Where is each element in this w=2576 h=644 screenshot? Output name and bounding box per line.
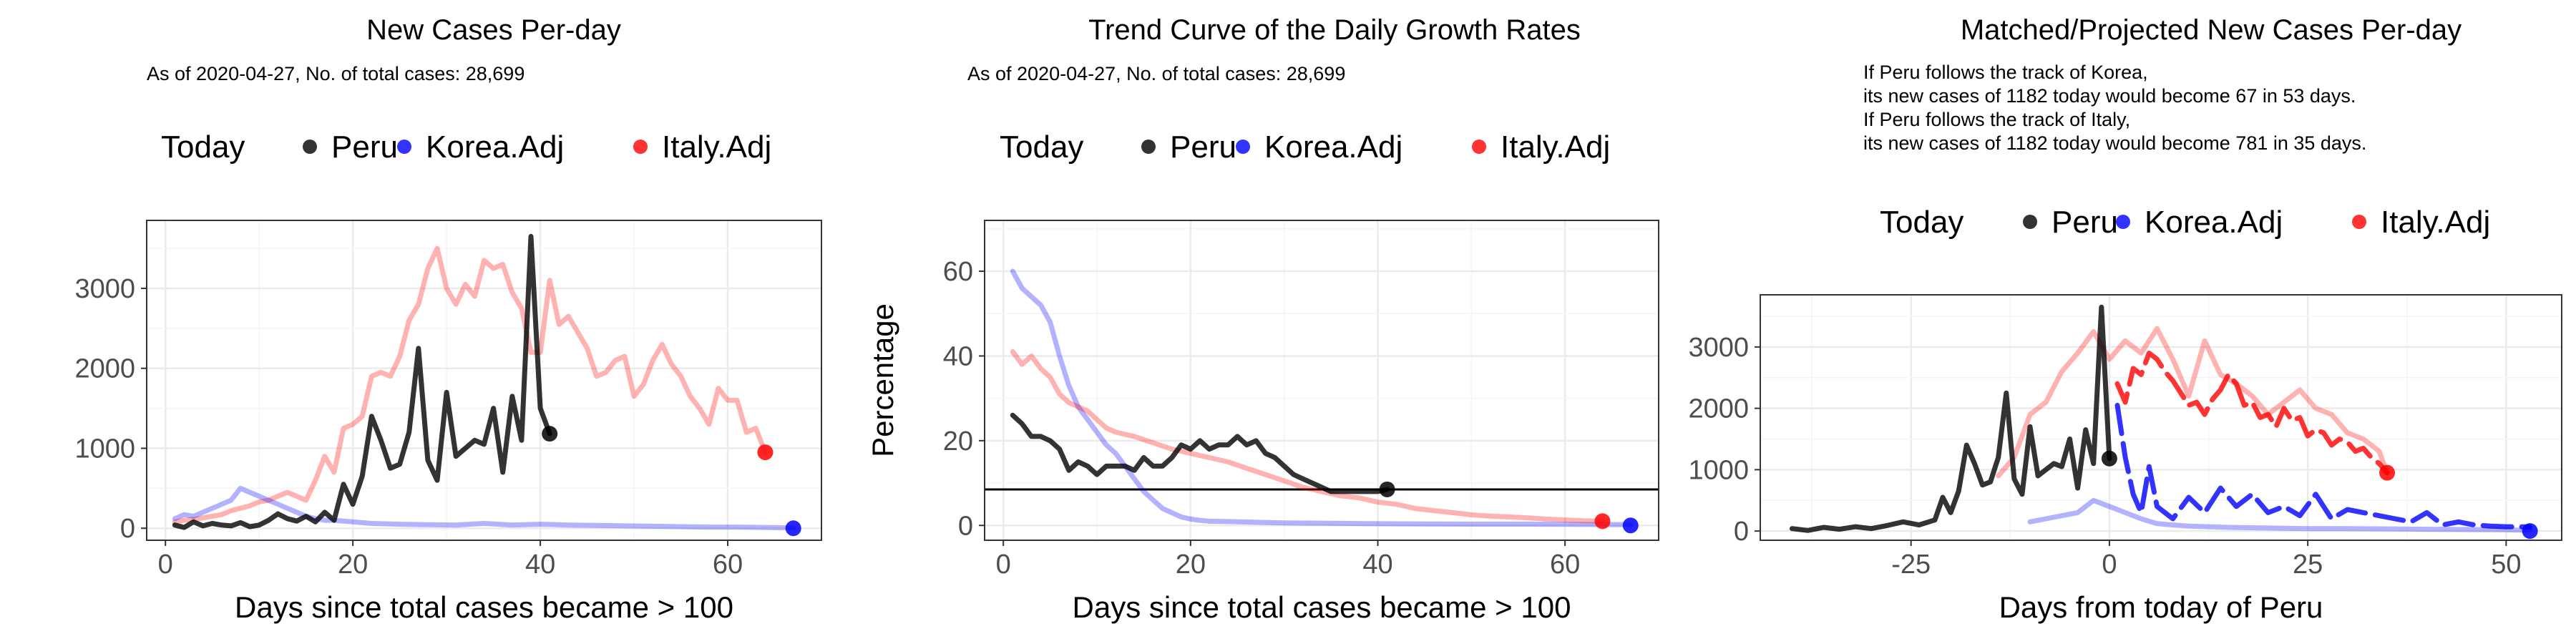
x-tick-label: 60 [713,550,743,580]
panel-projected: Matched/Projected New Cases Per-day If Pe… [1688,14,2562,624]
x-tick-label: 40 [525,550,555,580]
legend-label: Peru [1170,130,1236,165]
chart-subtitle: As of 2020-04-27, No. of total cases: 28… [147,63,525,84]
plot-border [984,220,1659,541]
legend-key-peru [2023,215,2037,229]
chart-title: Matched/Projected New Cases Per-day [1961,14,2462,46]
y-tick-label: 2000 [74,354,135,384]
annotation-line: If Peru follows the track of Italy, [1863,109,2130,130]
y-tick-label: 0 [958,511,973,541]
x-tick-label: 25 [2293,550,2323,580]
panel-new-cases: New Cases Per-day As of 2020-04-27, No. o… [74,14,822,624]
today-point-italy-adj [757,444,774,461]
panel-growth-rates: Trend Curve of the Daily Growth Rates As … [866,14,1659,624]
legend-key-korea-adj [1236,140,1250,154]
legend-label: Peru [331,130,398,165]
annotation-line: its new cases of 1182 today would become… [1863,85,2356,107]
legend-label: Italy.Adj [1501,130,1610,165]
today-point-korea-adj [1622,517,1639,534]
series-line-korea-adj [1010,268,1634,527]
chart-title: New Cases Per-day [366,14,621,46]
today-point-korea-adj [785,520,801,537]
x-tick-label: 20 [1176,550,1206,580]
y-tick-label: 3000 [74,274,135,304]
series-line-korea-adj-matched [2027,497,2533,533]
legend-label: Peru [2051,205,2118,240]
x-axis-label: Days since total cases became > 100 [235,590,733,624]
x-tick-label: 0 [158,550,173,580]
y-tick-label: 3000 [1688,333,1749,363]
plot-border [1760,294,2562,541]
series-line-italy-adj [1010,349,1605,524]
today-point-korea-adj [2522,523,2538,540]
y-tick-label: 1000 [74,434,135,464]
y-tick-label: 0 [1734,517,1749,547]
series-line-italy-adj-matched [1996,326,2390,479]
y-tick-label: 1000 [1688,455,1749,485]
legend-key-peru [1141,140,1156,154]
legend-key-italy-adj [2352,215,2366,229]
plot-background [1760,295,2562,540]
series-line-korea-adj [172,485,796,531]
series-line-peru [1789,304,2112,533]
y-tick-label: 0 [120,514,135,544]
legend-key-korea-adj [2116,215,2130,229]
y-tick-label: 60 [943,257,973,287]
x-tick-label: 20 [338,550,368,580]
legend-key-italy-adj [633,140,648,154]
y-axis-label: Percentage [866,303,899,457]
annotation-line: its new cases of 1182 today would become… [1863,132,2366,154]
legend-label: Korea.Adj [426,130,564,165]
legend-key-italy-adj [1472,140,1486,154]
x-tick-label: 50 [2491,550,2521,580]
legend-key-korea-adj [397,140,411,154]
x-tick-label: 0 [2102,550,2117,580]
y-tick-label: 40 [943,341,973,371]
legend-label: Italy.Adj [662,130,771,165]
x-tick-label: 40 [1362,550,1392,580]
annotation-line: If Peru follows the track of Korea, [1863,62,2148,83]
legend-label: Italy.Adj [2381,205,2490,240]
y-tick-label: 2000 [1688,394,1749,424]
x-tick-label: 60 [1550,550,1580,580]
legend-title: Today [1880,205,1963,240]
legend-key-peru [303,140,317,154]
series-line-peru [1010,412,1390,494]
today-point-italy-adj [2379,464,2396,481]
series-line-peru [172,233,552,530]
x-axis-label: Days from today of Peru [1999,590,2323,624]
today-point-peru [1379,481,1395,497]
y-tick-label: 20 [943,426,973,457]
legend-title: Today [161,130,245,165]
legend-label: Korea.Adj [1264,130,1402,165]
today-point-peru [2101,450,2117,467]
plot-border [146,220,822,541]
series-line-korea-adj-projected [2114,402,2533,530]
x-tick-label: 0 [996,550,1011,580]
series-line-italy-adj-projected [2114,351,2390,476]
chart-subtitle: As of 2020-04-27, No. of total cases: 28… [967,63,1345,84]
series-line-italy-adj [172,245,768,525]
legend-title: Today [1000,130,1083,165]
chart-title: Trend Curve of the Daily Growth Rates [1088,14,1581,46]
x-tick-label: -25 [1891,550,1931,580]
today-point-italy-adj [1594,513,1611,530]
today-point-peru [542,426,558,442]
legend-label: Korea.Adj [2145,205,2283,240]
x-axis-label: Days since total cases became > 100 [1073,590,1571,624]
